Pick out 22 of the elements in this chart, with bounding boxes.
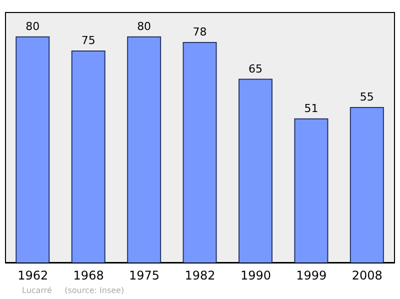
x-tick-label: 1968: [73, 268, 104, 283]
bar: [182, 42, 217, 264]
x-tick-label: 1962: [18, 268, 48, 283]
data-label: 51: [304, 102, 318, 115]
data-label: 78: [192, 26, 207, 39]
data-label: 65: [248, 62, 262, 76]
bar: [127, 36, 162, 264]
x-tick-label: 1999: [296, 268, 327, 283]
bar: [238, 78, 272, 264]
bar: [294, 118, 328, 264]
data-label: 80: [26, 20, 40, 33]
x-tick-label: 2008: [352, 268, 382, 283]
text: Lucarré (source: Insee): [22, 286, 124, 295]
x-tick-label: 1990: [240, 268, 271, 283]
data-label: 55: [360, 90, 374, 104]
bar: [350, 107, 384, 264]
data-label: 75: [81, 34, 96, 48]
data-label: 80: [137, 20, 152, 33]
bar: [71, 50, 106, 264]
x-tick-label: 1975: [129, 268, 160, 283]
x-tick-label: 1982: [184, 268, 216, 283]
bar: [16, 36, 50, 264]
